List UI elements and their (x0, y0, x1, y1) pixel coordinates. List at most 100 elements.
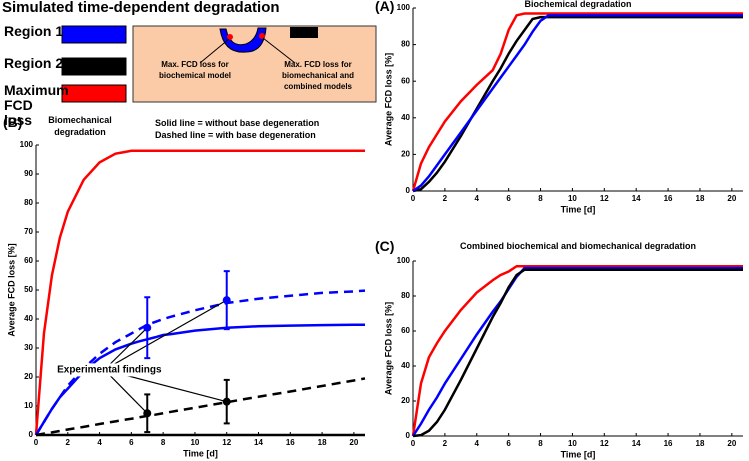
y-tick-label: 100 (397, 256, 411, 265)
x-tick-label: 8 (161, 438, 166, 447)
y-tick-label: 40 (401, 361, 410, 370)
x-tick-label: 18 (696, 194, 705, 203)
experimental-point (222, 397, 231, 406)
legend-label: Region 1 (4, 23, 64, 39)
x-tick-label: 6 (506, 194, 511, 203)
experimental-point (143, 323, 152, 332)
x-tick-label: 12 (600, 194, 609, 203)
schematic-region-2 (290, 27, 318, 38)
x-tick-label: 18 (318, 438, 327, 447)
legend-label: Maximum FCD loss (4, 82, 69, 128)
y-tick-label: 0 (406, 431, 411, 440)
x-tick-label: 8 (538, 194, 543, 203)
x-axis-label: Time [d] (561, 449, 596, 459)
x-tick-label: 10 (568, 194, 577, 203)
note: Solid line = without base degeneration (155, 118, 320, 128)
annotation-pointer (104, 299, 228, 371)
y-tick-label: 80 (401, 291, 410, 300)
x-tick-label: 16 (664, 439, 673, 448)
line-series (412, 14, 743, 193)
y-axis-label: Average FCD loss [%] (383, 302, 393, 395)
x-tick-label: 18 (696, 439, 705, 448)
pointer (199, 38, 230, 64)
x-tick-label: 14 (254, 438, 263, 447)
schematic-max-loss (227, 34, 233, 40)
x-tick-label: 20 (727, 194, 736, 203)
x-tick-label: 14 (632, 439, 641, 448)
line-series (34, 149, 365, 436)
x-tick-label: 8 (538, 439, 543, 448)
pointer (262, 37, 296, 64)
annotation-pointer (103, 369, 148, 414)
y-axis-label: Average FCD loss [%] (383, 53, 393, 146)
x-tick-label: 2 (443, 194, 448, 203)
chart-title: Biochemical degradation (524, 0, 632, 9)
schematic-max-loss (259, 33, 265, 39)
panel-label: (A) (375, 0, 395, 14)
y-tick-label: 70 (24, 227, 33, 236)
y-tick-label: 60 (401, 326, 410, 335)
line-series (412, 15, 743, 193)
y-tick-label: 80 (401, 40, 410, 49)
y-tick-label: 60 (24, 256, 33, 265)
legend-swatch (61, 84, 127, 103)
x-tick-label: 20 (727, 439, 736, 448)
y-tick-label: 80 (24, 198, 33, 207)
panel-label: (C) (375, 238, 395, 254)
note: Dashed line = with base degeneration (155, 130, 316, 140)
x-tick-label: 16 (664, 194, 673, 203)
x-tick-label: 10 (568, 439, 577, 448)
y-tick-label: 10 (24, 401, 33, 410)
x-tick-label: 0 (411, 439, 416, 448)
figure-title: Simulated time-dependent degradation (2, 0, 280, 16)
annotation-pointer (103, 327, 148, 371)
legend-swatch (61, 25, 127, 44)
y-tick-label: 20 (401, 150, 410, 159)
y-tick-label: 30 (24, 343, 33, 352)
x-tick-label: 4 (475, 439, 480, 448)
x-tick-label: 2 (443, 439, 448, 448)
y-tick-label: 0 (406, 186, 411, 195)
line-series (411, 266, 743, 437)
y-tick-label: 100 (397, 3, 411, 12)
x-tick-label: 6 (506, 439, 511, 448)
x-tick-label: 16 (286, 438, 295, 447)
x-tick-label: 0 (411, 194, 416, 203)
legend-label: Region 2 (4, 55, 64, 71)
x-tick-label: 10 (190, 438, 199, 447)
x-tick-label: 0 (34, 438, 39, 447)
x-tick-label: 2 (66, 438, 71, 447)
schematic-region-1 (219, 27, 267, 53)
x-axis-label: Time [d] (183, 448, 218, 458)
y-tick-label: 20 (24, 372, 33, 381)
y-tick-label: 90 (24, 169, 33, 178)
y-tick-label: 100 (20, 140, 34, 149)
line-series (411, 12, 743, 192)
y-tick-label: 60 (401, 76, 410, 85)
experimental-point (143, 409, 152, 418)
line-series (411, 265, 743, 437)
x-tick-label: 12 (600, 439, 609, 448)
line-series (34, 323, 365, 436)
y-axis-label: Average FCD loss [%] (6, 243, 16, 336)
annotation-bg (55, 363, 165, 377)
panel-label: (B) (3, 114, 23, 130)
line-series (412, 268, 743, 438)
x-tick-label: 12 (222, 438, 231, 447)
y-tick-label: 40 (401, 113, 410, 122)
schematic-label: Max. FCD loss for biomechanical and comb… (281, 60, 355, 91)
y-tick-label: 0 (29, 430, 34, 439)
x-tick-label: 20 (349, 438, 358, 447)
experimental-point (222, 296, 231, 305)
x-axis-label: Time [d] (561, 204, 596, 214)
x-tick-label: 4 (475, 194, 480, 203)
y-tick-label: 20 (401, 396, 410, 405)
x-tick-label: 14 (632, 194, 641, 203)
chart-title: Combined biochemical and biomechanical d… (459, 241, 697, 251)
y-tick-label: 40 (24, 314, 33, 323)
y-tick-label: 50 (24, 285, 33, 294)
line-series (34, 289, 366, 436)
annotation: Experimental findings (57, 364, 162, 375)
